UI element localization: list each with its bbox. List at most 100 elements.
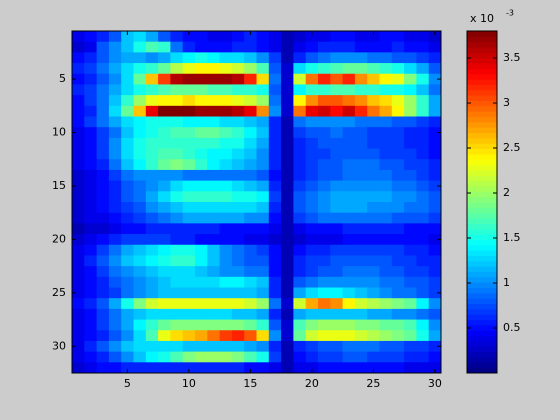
heatmap-cell [268, 319, 282, 331]
heatmap-cell [268, 169, 282, 182]
heatmap-cell [207, 223, 220, 235]
heatmap-cell [354, 308, 368, 320]
heatmap-cell [256, 340, 270, 353]
heatmap-cell [404, 223, 417, 235]
heatmap-cell [404, 298, 417, 310]
heatmap-cell [281, 212, 294, 224]
heatmap-cell [219, 287, 233, 299]
colorbar-swatch [467, 239, 497, 246]
heatmap-cell [404, 212, 417, 224]
heatmap-cell [195, 84, 208, 96]
heatmap-cell [72, 180, 85, 192]
heatmap-cell [416, 95, 430, 107]
heatmap-cell [391, 159, 405, 171]
heatmap-cell [182, 351, 196, 363]
heatmap-cell [428, 137, 442, 149]
heatmap-cell [428, 148, 442, 160]
heatmap-cell [354, 116, 368, 128]
heatmap-cell [330, 105, 343, 117]
heatmap-cell [219, 191, 233, 203]
colorbar-swatch [467, 153, 497, 160]
heatmap-cell [428, 340, 442, 353]
colorbar-swatch [467, 212, 497, 219]
heatmap-cell [354, 127, 368, 139]
heatmap-cell [158, 84, 171, 96]
heatmap-cell [318, 169, 331, 182]
heatmap-cell [330, 340, 343, 353]
heatmap-cell [182, 127, 196, 139]
heatmap-cell [416, 298, 430, 310]
heatmap-cell [121, 41, 134, 53]
heatmap-cell [428, 159, 442, 171]
heatmap-cell [84, 351, 97, 363]
heatmap-cell [170, 137, 184, 149]
x-tick-label: 15 [243, 377, 257, 390]
heatmap-cell [354, 319, 368, 331]
heatmap-cell [354, 351, 368, 363]
heatmap-cell [133, 223, 147, 235]
heatmap-cell [367, 63, 380, 75]
heatmap-cell [121, 244, 134, 256]
heatmap-cell [170, 41, 184, 53]
heatmap-cell [219, 340, 233, 353]
heatmap-cell [379, 202, 393, 214]
heatmap-cell [158, 255, 171, 267]
colorbar-swatch [467, 41, 497, 48]
heatmap-cell [231, 330, 245, 342]
heatmap-cell [195, 105, 208, 117]
heatmap-cell [182, 202, 196, 214]
heatmap-cell [379, 287, 393, 299]
heatmap-cell [379, 266, 393, 278]
heatmap-cell [281, 73, 294, 85]
heatmap-cell [404, 41, 417, 53]
heatmap-cell [281, 95, 294, 107]
heatmap-cell [428, 73, 442, 85]
heatmap-cell [108, 276, 122, 288]
heatmap-cell [281, 127, 294, 139]
heatmap-cell [391, 105, 405, 117]
heatmap-cell [416, 202, 430, 214]
heatmap-cell [318, 234, 331, 246]
heatmap-cell [195, 202, 208, 214]
heatmap-cell [195, 298, 208, 310]
heatmap-cell [231, 31, 245, 43]
heatmap-cell [108, 159, 122, 171]
heatmap-cell [379, 351, 393, 363]
heatmap-cell [219, 95, 233, 107]
heatmap-cell [96, 31, 110, 43]
heatmap-cell [145, 105, 159, 117]
heatmap-cell [342, 191, 356, 203]
heatmap-cell [293, 266, 307, 278]
heatmap-cell [404, 191, 417, 203]
heatmap-cell [330, 298, 343, 310]
heatmap-cell [158, 340, 171, 353]
heatmap-cell [231, 340, 245, 353]
colorbar-swatch [467, 36, 497, 43]
heatmap-cell [428, 276, 442, 288]
y-tick-label: 25 [52, 286, 66, 299]
colorbar-swatch [467, 63, 497, 69]
heatmap-cell [121, 362, 134, 374]
heatmap-cell [256, 362, 270, 374]
heatmap-cell [84, 308, 97, 320]
heatmap-cell [281, 351, 294, 363]
heatmap-cell [428, 319, 442, 331]
heatmap-cell [84, 234, 97, 246]
heatmap-cell [207, 266, 220, 278]
colorbar-swatch [467, 250, 497, 256]
heatmap-cell [182, 308, 196, 320]
heatmap-cell [404, 308, 417, 320]
heatmap-cell [391, 180, 405, 192]
heatmap-cell [108, 298, 122, 310]
heatmap-cell [354, 73, 368, 85]
heatmap-cell [305, 159, 319, 171]
heatmap-cell [404, 276, 417, 288]
heatmap-cell [330, 169, 343, 182]
heatmap-cell [404, 63, 417, 75]
heatmap-cell [108, 191, 122, 203]
heatmap-cell [318, 351, 331, 363]
heatmap-cell [391, 223, 405, 235]
heatmap-cell [354, 180, 368, 192]
heatmap-cell [256, 191, 270, 203]
heatmap-cell [268, 95, 282, 107]
